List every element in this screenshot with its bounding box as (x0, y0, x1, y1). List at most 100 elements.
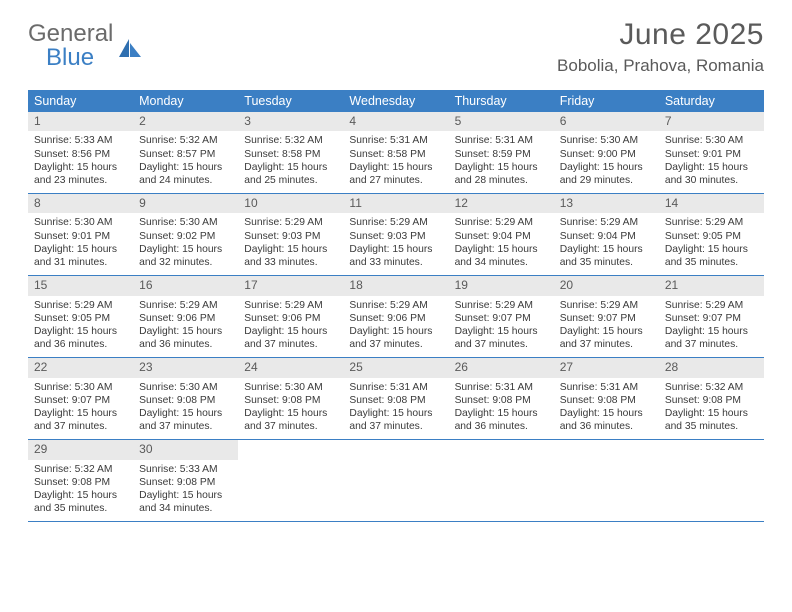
calendar-day-cell: 16Sunrise: 5:29 AMSunset: 9:06 PMDayligh… (133, 276, 238, 357)
sunset-line: Sunset: 9:05 PM (34, 312, 127, 325)
day-details: Sunrise: 5:30 AMSunset: 9:08 PMDaylight:… (133, 378, 238, 440)
daylight-line: Daylight: 15 hours and 37 minutes. (244, 325, 337, 351)
day-number: 28 (659, 358, 764, 377)
calendar-day-cell: 1Sunrise: 5:33 AMSunset: 8:56 PMDaylight… (28, 112, 133, 193)
calendar-week-row: 22Sunrise: 5:30 AMSunset: 9:07 PMDayligh… (28, 358, 764, 440)
sunrise-line: Sunrise: 5:29 AM (34, 299, 127, 312)
calendar-day-cell: 2Sunrise: 5:32 AMSunset: 8:57 PMDaylight… (133, 112, 238, 193)
weekday-header: Tuesday (238, 91, 343, 112)
calendar-day-cell: 22Sunrise: 5:30 AMSunset: 9:07 PMDayligh… (28, 358, 133, 439)
calendar-day-cell: 13Sunrise: 5:29 AMSunset: 9:04 PMDayligh… (554, 194, 659, 275)
calendar-day-cell: 11Sunrise: 5:29 AMSunset: 9:03 PMDayligh… (343, 194, 448, 275)
day-number: 14 (659, 194, 764, 213)
sunset-line: Sunset: 9:05 PM (665, 230, 758, 243)
daylight-line: Daylight: 15 hours and 35 minutes. (34, 489, 127, 515)
sunrise-line: Sunrise: 5:31 AM (455, 134, 548, 147)
daylight-line: Daylight: 15 hours and 25 minutes. (244, 161, 337, 187)
sunset-line: Sunset: 9:04 PM (455, 230, 548, 243)
day-number: 22 (28, 358, 133, 377)
sunset-line: Sunset: 9:06 PM (244, 312, 337, 325)
sail-icon (117, 37, 143, 59)
sunrise-line: Sunrise: 5:29 AM (349, 299, 442, 312)
day-number: 5 (449, 112, 554, 131)
location-text: Bobolia, Prahova, Romania (557, 56, 764, 76)
daylight-line: Daylight: 15 hours and 24 minutes. (139, 161, 232, 187)
sunset-line: Sunset: 9:07 PM (455, 312, 548, 325)
calendar-day-cell: 14Sunrise: 5:29 AMSunset: 9:05 PMDayligh… (659, 194, 764, 275)
day-details: Sunrise: 5:31 AMSunset: 8:58 PMDaylight:… (343, 131, 448, 193)
sunset-line: Sunset: 8:58 PM (244, 148, 337, 161)
daylight-line: Daylight: 15 hours and 37 minutes. (455, 325, 548, 351)
daylight-line: Daylight: 15 hours and 34 minutes. (139, 489, 232, 515)
calendar-day-cell: 10Sunrise: 5:29 AMSunset: 9:03 PMDayligh… (238, 194, 343, 275)
calendar: SundayMondayTuesdayWednesdayThursdayFrid… (28, 90, 764, 522)
page-title: June 2025 (557, 18, 764, 52)
sunset-line: Sunset: 9:08 PM (34, 476, 127, 489)
calendar-day-cell: 7Sunrise: 5:30 AMSunset: 9:01 PMDaylight… (659, 112, 764, 193)
sunrise-line: Sunrise: 5:29 AM (139, 299, 232, 312)
header: General Blue June 2025 Bobolia, Prahova,… (28, 18, 764, 76)
sunset-line: Sunset: 8:57 PM (139, 148, 232, 161)
calendar-week-row: 8 Sunrise: 5:30 AMSunset: 9:01 PM Daylight… (28, 194, 764, 276)
daylight-line: Daylight: 15 hours and 29 minutes. (560, 161, 653, 187)
sunset-line: Sunset: 9:00 PM (560, 148, 653, 161)
calendar-day-cell (554, 440, 659, 521)
sunrise-line: Sunrise: 5:31 AM (455, 381, 548, 394)
weekday-header: Monday (133, 91, 238, 112)
calendar-day-cell (343, 440, 448, 521)
day-number: 8 (28, 194, 133, 213)
daylight-line: Daylight: 15 hours and 37 minutes. (665, 325, 758, 351)
day-number: 20 (554, 276, 659, 295)
daylight-line: Daylight: 15 hours and 37 minutes. (244, 407, 337, 433)
sunset-line: Sunset: 9:01 PM (34, 230, 127, 243)
sunrise-line: Sunrise: 5:31 AM (349, 381, 442, 394)
day-details: Sunrise: 5:30 AMSunset: 9:00 PMDaylight:… (554, 131, 659, 193)
day-details: Sunrise: 5:30 AMSunset: 9:08 PMDaylight:… (238, 378, 343, 440)
sunset-line: Sunset: 9:06 PM (139, 312, 232, 325)
calendar-week-row: 1Sunrise: 5:33 AMSunset: 8:56 PMDaylight… (28, 112, 764, 194)
weekday-header: Thursday (449, 91, 554, 112)
sunset-line: Sunset: 8:58 PM (349, 148, 442, 161)
calendar-day-cell: 28Sunrise: 5:32 AMSunset: 9:08 PMDayligh… (659, 358, 764, 439)
calendar-day-cell: 3Sunrise: 5:32 AMSunset: 8:58 PMDaylight… (238, 112, 343, 193)
calendar-day-cell: 19Sunrise: 5:29 AMSunset: 9:07 PMDayligh… (449, 276, 554, 357)
day-details: Sunrise: 5:29 AMSunset: 9:06 PMDaylight:… (238, 296, 343, 358)
title-block: June 2025 Bobolia, Prahova, Romania (557, 18, 764, 76)
weekday-header: Sunday (28, 91, 133, 112)
sunset-line: Sunset: 9:08 PM (349, 394, 442, 407)
sunrise-line: Sunrise: 5:29 AM (665, 299, 758, 312)
calendar-day-cell: 29Sunrise: 5:32 AMSunset: 9:08 PMDayligh… (28, 440, 133, 521)
daylight-line: Daylight: 15 hours and 36 minutes. (560, 407, 653, 433)
sunrise-line: Sunrise: 5:29 AM (665, 216, 758, 229)
calendar-day-cell: 20Sunrise: 5:29 AMSunset: 9:07 PMDayligh… (554, 276, 659, 357)
daylight-line: Daylight: 15 hours and 36 minutes. (34, 325, 127, 351)
day-number: 10 (238, 194, 343, 213)
day-number: 7 (659, 112, 764, 131)
sunset-line: Sunset: 8:59 PM (455, 148, 548, 161)
sunrise-line: Sunrise: 5:32 AM (139, 134, 232, 147)
sunset-line: Sunset: 9:07 PM (665, 312, 758, 325)
sunrise-line: Sunrise: 5:31 AM (349, 134, 442, 147)
sunrise-line: Sunrise: 5:32 AM (34, 463, 127, 476)
calendar-day-cell: 23Sunrise: 5:30 AMSunset: 9:08 PMDayligh… (133, 358, 238, 439)
day-details: Sunrise: 5:29 AMSunset: 9:04 PMDaylight:… (449, 213, 554, 275)
day-number: 26 (449, 358, 554, 377)
day-number: 4 (343, 112, 448, 131)
page: General Blue June 2025 Bobolia, Prahova,… (0, 0, 792, 542)
calendar-day-cell (238, 440, 343, 521)
day-details: Sunrise: 5:32 AMSunset: 8:58 PMDaylight:… (238, 131, 343, 193)
calendar-day-cell: 9Sunrise: 5:30 AMSunset: 9:02 PMDaylight… (133, 194, 238, 275)
sunrise-line: Sunrise: 5:30 AM (34, 216, 127, 229)
sunrise-line: Sunrise: 5:30 AM (139, 381, 232, 394)
daylight-line: Daylight: 15 hours and 34 minutes. (455, 243, 548, 269)
day-details: Sunrise: 5:29 AMSunset: 9:05 PMDaylight:… (659, 213, 764, 275)
sunrise-line: Sunrise: 5:29 AM (560, 216, 653, 229)
day-details: Sunrise: 5:29 AMSunset: 9:06 PMDaylight:… (133, 296, 238, 358)
daylight-line: Daylight: 15 hours and 37 minutes. (139, 407, 232, 433)
daylight-line: Daylight: 15 hours and 27 minutes. (349, 161, 442, 187)
sunrise-line: Sunrise: 5:29 AM (455, 216, 548, 229)
sunset-line: Sunset: 9:04 PM (560, 230, 653, 243)
daylight-line: Daylight: 15 hours and 35 minutes. (665, 407, 758, 433)
daylight-line: Daylight: 15 hours and 23 minutes. (34, 161, 127, 187)
daylight-line: Daylight: 15 hours and 37 minutes. (349, 407, 442, 433)
